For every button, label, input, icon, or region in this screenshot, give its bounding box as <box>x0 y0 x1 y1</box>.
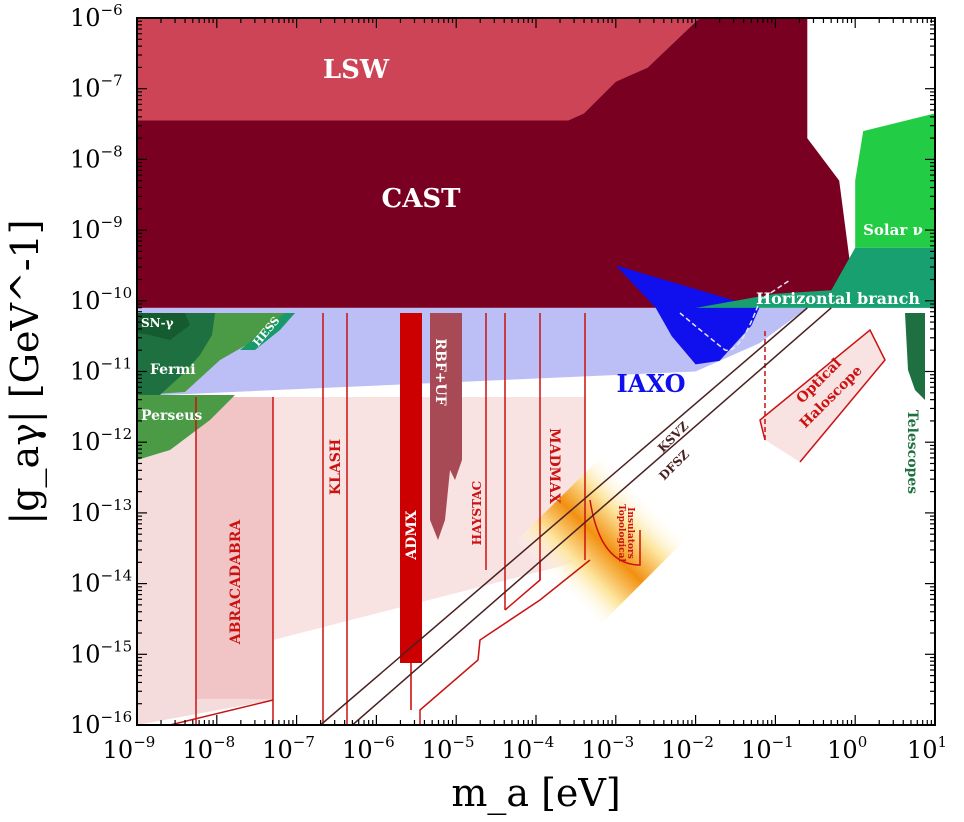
broadband-lower-curve <box>419 559 591 725</box>
x-tick-label: 10−4 <box>502 733 555 764</box>
dfsz-line <box>351 307 832 725</box>
iaxo-dashed-line <box>679 279 791 352</box>
haloscope-lines <box>169 313 886 725</box>
x-tick-label: 10−7 <box>262 733 315 764</box>
horizontal-branch-region <box>695 247 935 308</box>
haystac-label: HAYSTAC <box>470 481 484 545</box>
ksvz-line <box>320 307 808 725</box>
abracadabra-label: ABRACADABRA <box>228 519 244 646</box>
y-tick-label: 10−13 <box>70 496 132 527</box>
topological-label: Topological <box>616 504 626 562</box>
x-tick-label: 10−1 <box>741 733 794 764</box>
iaxo-region <box>615 265 760 365</box>
solar-nu-region <box>855 113 935 248</box>
admx-region <box>400 313 422 663</box>
y-tick-label: 10−6 <box>70 1 123 32</box>
lsw-region <box>137 18 700 121</box>
y-tick-label: 10−7 <box>70 72 123 103</box>
y-tick-label: 10−12 <box>70 425 132 456</box>
y-tick-labels: 10−16 10−15 10−14 10−13 10−12 10−11 10−10 10−9 1… <box>70 1 132 739</box>
x-tick-label: 10−2 <box>661 733 714 764</box>
y-tick-label: 10−11 <box>70 355 132 386</box>
optical-haloscope-outline <box>759 328 886 463</box>
klash-label: KLASH <box>328 439 344 495</box>
telescopes-label: Telescopes <box>904 410 920 494</box>
cast-region <box>137 18 853 308</box>
x-axis-title: m_a [eV] <box>451 771 620 816</box>
cast-label: CAST <box>382 184 462 214</box>
perseus-label: Perseus <box>141 408 202 424</box>
fermi-label: Fermi <box>150 362 196 378</box>
solar-nu-label: Solar ν <box>863 221 923 239</box>
rbf-uf-label: RBF+UF <box>432 338 448 405</box>
rbf-uf-region <box>430 313 462 540</box>
madmax-label: MADMAX <box>546 428 562 504</box>
sn-gamma-region <box>137 313 190 340</box>
x-tick-labels: 10−9 10−8 10−7 10−6 10−5 10−4 10−3 10−2 10−1 100 1… <box>103 733 947 764</box>
hb-label: Horizontal branch <box>756 289 920 308</box>
x-tick-label: 10−5 <box>422 733 475 764</box>
y-tick-label: 10−16 <box>70 708 132 739</box>
y-tick-label: 10−9 <box>70 213 123 244</box>
perseus-lower-region <box>137 395 235 460</box>
y-tick-label: 10−15 <box>70 637 132 668</box>
y-tick-label: 10−8 <box>70 142 123 173</box>
x-tick-label: 10−3 <box>581 733 634 764</box>
abracadabra-region <box>196 397 273 699</box>
abracadabra-bottom-curve <box>169 699 274 725</box>
telescopes-region <box>905 313 925 400</box>
axis-ticks <box>136 17 936 726</box>
iaxo-label: IAXO <box>617 369 686 398</box>
x-tick-label: 10−6 <box>342 733 395 764</box>
y-tick-label: 10−14 <box>70 567 132 598</box>
insulators-label: Insulators <box>625 507 635 559</box>
lsw-label: LSW <box>323 55 390 85</box>
topological-insulators-curve <box>589 499 641 566</box>
y-tick-label: 10−10 <box>70 284 132 315</box>
sn-gamma-label: SN-γ <box>141 316 174 330</box>
iaxo-band-region <box>137 307 808 397</box>
x-tick-label: 101 <box>907 733 947 764</box>
hess-region <box>240 313 295 350</box>
x-tick-label: 10−9 <box>103 733 156 764</box>
x-tick-label: 100 <box>827 733 867 764</box>
x-tick-label: 10−8 <box>182 733 235 764</box>
y-axis-title: |g_aγ| [GeV^-1] <box>3 219 48 524</box>
madmax-bottom-curve <box>504 560 541 611</box>
admx-label: ADMX <box>404 510 420 561</box>
